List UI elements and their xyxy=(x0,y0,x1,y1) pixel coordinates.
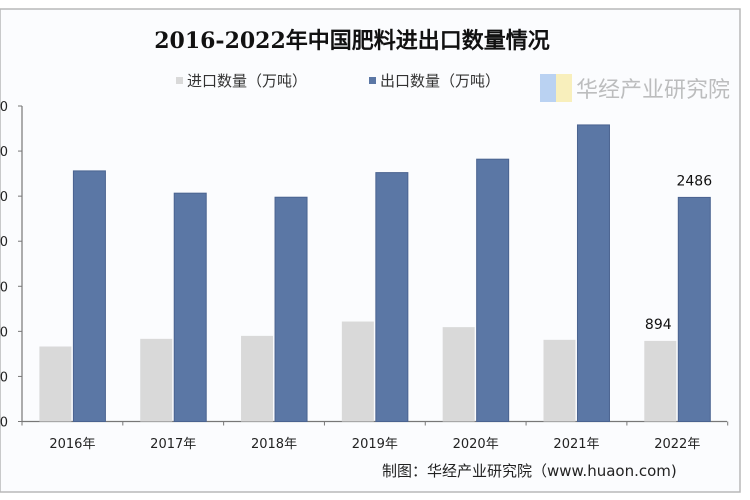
bar-export xyxy=(677,196,711,422)
watermark-text: 华经产业研究院 xyxy=(576,78,730,103)
legend: 进口数量（万吨） 出口数量（万吨） xyxy=(176,72,500,90)
legend-swatch-export xyxy=(369,77,376,84)
legend-swatch-import xyxy=(176,77,183,84)
y-tick-label: 0 xyxy=(0,416,8,431)
bar-import xyxy=(341,321,374,422)
y-tick-label: 1000 xyxy=(0,325,8,340)
source-note: 制图：华经产业研究院（www.huaon.com) xyxy=(382,462,677,480)
x-tick-label: 2021年 xyxy=(553,437,599,452)
x-tick-label: 2022年 xyxy=(654,437,700,452)
bar-export xyxy=(274,196,308,422)
bar-export xyxy=(375,172,409,422)
chart-title: 2016-2022年中国肥料进出口数量情况 xyxy=(154,28,550,54)
bar-import xyxy=(241,335,274,422)
bar-export xyxy=(72,170,106,422)
x-tick-label: 2017年 xyxy=(150,437,196,452)
data-label: 894 xyxy=(645,317,672,333)
y-tick-label: 3500 xyxy=(0,100,8,115)
watermark-logo-blue xyxy=(540,74,556,102)
bar-import xyxy=(140,338,173,422)
y-tick-label: 2500 xyxy=(0,190,8,205)
bar-export xyxy=(173,192,207,422)
bar-export xyxy=(576,124,610,423)
watermark: 华经产业研究院 xyxy=(540,74,730,103)
watermark-logo-yellow xyxy=(556,74,572,102)
x-tick-label: 2019年 xyxy=(352,437,398,452)
y-tick-label: 3000 xyxy=(0,145,8,160)
bar-import xyxy=(644,340,677,422)
x-tick-label: 2018年 xyxy=(251,437,297,452)
bar-export xyxy=(476,158,510,422)
legend-label-export: 出口数量（万吨） xyxy=(380,72,500,90)
y-tick-label: 1500 xyxy=(0,280,8,295)
legend-label-import: 进口数量（万吨） xyxy=(187,72,307,90)
x-tick-label: 2020年 xyxy=(453,437,499,452)
bar-import xyxy=(442,327,475,422)
bar-import xyxy=(543,339,576,422)
x-tick-label: 2016年 xyxy=(49,437,95,452)
data-label: 2486 xyxy=(676,173,712,189)
y-tick-label: 2000 xyxy=(0,235,8,250)
y-tick-label: 500 xyxy=(0,370,8,385)
bar-import xyxy=(39,346,72,422)
